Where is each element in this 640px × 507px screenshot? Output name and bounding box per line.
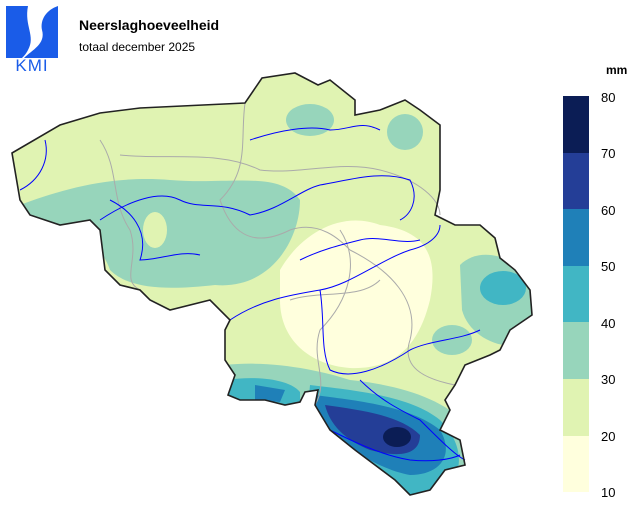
legend-unit: mm (606, 63, 628, 77)
kmi-logo: KMI (6, 6, 58, 72)
rivers (19, 125, 481, 462)
legend-tick: 80 (601, 90, 616, 105)
color-legend (563, 96, 589, 493)
legend-tick: 10 (601, 485, 616, 500)
legend-band-10-20 (563, 435, 589, 493)
legend-band-40-50 (563, 265, 589, 323)
legend-band-20-30 (563, 378, 589, 436)
legend-tick: 30 (601, 372, 616, 387)
legend-tick: 40 (601, 316, 616, 331)
legend-band-60-70 (563, 152, 589, 210)
province-borders (99, 102, 456, 406)
legend-tick: 60 (601, 203, 616, 218)
legend-band-50-60 (563, 209, 589, 266)
legend-band-70-80 (563, 96, 589, 153)
legend-tick: 70 (601, 146, 616, 161)
legend-tick: 50 (601, 259, 616, 274)
map-subtitle: totaal december 2025 (79, 40, 196, 54)
legend-band-30-40 (563, 322, 589, 379)
precipitation-fields (12, 73, 532, 495)
svg-text:KMI: KMI (15, 56, 48, 72)
legend-tick: 20 (601, 429, 616, 444)
map-title: Neerslaghoeveelheid (79, 17, 220, 33)
